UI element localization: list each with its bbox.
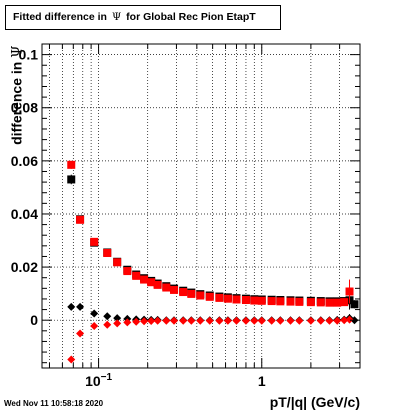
- data-point-square: [170, 285, 179, 294]
- data-point-diamond: [76, 302, 85, 311]
- data-point-square: [276, 297, 285, 306]
- data-point-square: [345, 287, 354, 296]
- data-point-diamond: [306, 316, 315, 325]
- data-point-square: [223, 294, 232, 303]
- data-point-diamond: [76, 329, 85, 338]
- data-point-square: [123, 267, 132, 276]
- data-point-square: [132, 271, 141, 280]
- data-point-square: [67, 175, 76, 184]
- data-point-diamond: [286, 316, 295, 325]
- data-point-diamond: [132, 317, 141, 326]
- datestamp: Wed Nov 11 10:58:18 2020: [4, 399, 104, 408]
- data-point-diamond: [316, 316, 325, 325]
- data-point-diamond: [345, 315, 354, 324]
- ylabel-prefix: difference in: [8, 61, 25, 145]
- data-point-square: [140, 275, 149, 284]
- x-tick-label: 1: [258, 373, 266, 389]
- data-point-diamond: [147, 316, 156, 325]
- x-tick-label: 10−1: [85, 372, 112, 389]
- data-point-diamond: [267, 316, 276, 325]
- data-point-square: [232, 295, 241, 304]
- data-point-diamond: [241, 316, 250, 325]
- data-point-diamond: [205, 316, 214, 325]
- data-point-square: [316, 298, 325, 307]
- data-point-diamond: [113, 319, 122, 328]
- data-point-diamond: [179, 316, 188, 325]
- data-point-square: [241, 296, 250, 305]
- data-point-square: [295, 297, 304, 306]
- y-axis-label: difference in Ψ: [9, 46, 26, 156]
- data-point-diamond: [333, 316, 342, 325]
- data-point-square: [257, 296, 266, 305]
- data-point-square: [215, 293, 224, 302]
- ylabel-psi-symbol: Ψ: [9, 45, 26, 58]
- y-tick-label: 0.08: [11, 100, 38, 116]
- data-point-diamond: [67, 302, 76, 311]
- data-point-square: [340, 298, 349, 307]
- data-point-diamond: [276, 316, 285, 325]
- data-point-square: [187, 289, 196, 298]
- data-point-diamond: [250, 316, 259, 325]
- data-point-diamond: [340, 316, 349, 325]
- data-point-square: [250, 296, 259, 305]
- data-point-diamond: [113, 314, 122, 323]
- data-point-diamond: [90, 322, 99, 331]
- data-point-square: [350, 300, 359, 309]
- data-point-square: [205, 292, 214, 301]
- data-point-diamond: [103, 312, 112, 321]
- data-points: [67, 160, 359, 364]
- title-prefix: Fitted difference in: [13, 11, 107, 23]
- data-point-square: [286, 297, 295, 306]
- data-point-square: [147, 278, 156, 287]
- data-point-diamond: [153, 316, 162, 325]
- data-point-diamond: [123, 318, 132, 327]
- data-point-diamond: [295, 316, 304, 325]
- y-tick-label: 0: [30, 312, 38, 328]
- data-point-square: [267, 297, 276, 306]
- y-tick-label: 0.06: [11, 153, 38, 169]
- y-tick-label: 0.1: [19, 47, 39, 63]
- data-point-diamond: [257, 316, 266, 325]
- data-point-square: [153, 280, 162, 289]
- data-point-square: [333, 298, 342, 307]
- data-point-diamond: [196, 316, 205, 325]
- title-psi-symbol: Ψ: [111, 11, 122, 23]
- axis-ticks: 10−1 1 0 0.02 0.04 0.06 0.08 0.1: [11, 43, 361, 389]
- data-point-diamond: [223, 316, 232, 325]
- data-point-diamond: [67, 355, 76, 364]
- data-point-square: [179, 288, 188, 297]
- x-axis-label: pT/|q| (GeV/c): [269, 394, 360, 410]
- data-point-square: [306, 298, 315, 307]
- data-point-square: [76, 215, 85, 224]
- data-point-diamond: [90, 309, 99, 318]
- data-point-square: [67, 160, 76, 169]
- data-point-diamond: [140, 317, 149, 326]
- data-point-diamond: [215, 316, 224, 325]
- plot-frame: [41, 43, 361, 369]
- data-point-square: [162, 283, 171, 292]
- data-point-square: [113, 258, 122, 267]
- data-point-diamond: [103, 320, 112, 329]
- data-point-diamond: [325, 316, 334, 325]
- data-point-diamond: [187, 316, 196, 325]
- y-tick-label: 0.04: [11, 206, 38, 222]
- data-point-diamond: [232, 316, 241, 325]
- data-point-diamond: [170, 316, 179, 325]
- y-tick-label: 0.02: [11, 259, 38, 275]
- data-point-diamond: [162, 316, 171, 325]
- data-point-square: [196, 291, 205, 300]
- data-point-square: [325, 298, 334, 307]
- data-point-square: [103, 249, 112, 258]
- data-point-square: [90, 237, 99, 246]
- title-suffix: for Global Rec Pion EtapT: [126, 11, 256, 23]
